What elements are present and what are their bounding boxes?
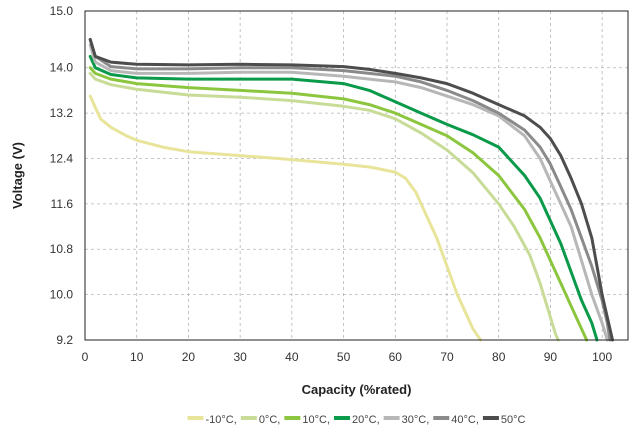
legend-swatch (284, 416, 301, 420)
y-tick-label: 14.0 (50, 61, 74, 75)
legend-label: 0°C, (259, 414, 281, 426)
x-tick-label: 10 (130, 350, 144, 364)
x-tick-label: 30 (233, 350, 247, 364)
series-line (88, 37, 614, 342)
x-tick-label: 80 (492, 350, 506, 364)
legend-label: 30°C, (402, 414, 430, 426)
y-axis-title: Voltage (V) (10, 142, 25, 209)
legend-label: 40°C, (451, 414, 479, 426)
y-tick-label: 15.0 (50, 4, 74, 18)
legend-swatch (433, 416, 450, 420)
y-tick-label: 11.6 (51, 197, 74, 211)
x-tick-label: 70 (440, 350, 454, 364)
x-tick-label: 0 (82, 350, 89, 364)
x-tick-label: 100 (592, 350, 612, 364)
y-tick-label: 10.0 (50, 288, 74, 302)
legend-label: -10°C, (206, 414, 237, 426)
plot-frame (84, 10, 629, 341)
y-tick-labels: 9.2 10.0 10.8 11.6 12.4 13.2 14.0 15.0 (50, 4, 74, 347)
y-tick-label: 10.8 (50, 242, 74, 256)
legend-label: 50°C (501, 414, 526, 426)
y-tick-label: 9.2 (56, 333, 73, 347)
x-tick-label: 20 (182, 350, 196, 364)
legend-label: 10°C, (302, 414, 330, 426)
series-line (88, 37, 612, 342)
series-lines (88, 37, 614, 342)
x-tick-label: 60 (389, 350, 403, 364)
legend-swatch (187, 416, 204, 420)
x-tick-label: 40 (285, 350, 299, 364)
legend-swatch (240, 416, 257, 420)
y-tick-label: 12.4 (50, 151, 74, 165)
legend-swatch (333, 416, 350, 420)
legend: -10°C, 0°C, 10°C, 20°C, 30°C, 40°C, 50°C (187, 414, 526, 426)
series-line (88, 71, 560, 342)
series-line (88, 94, 483, 342)
series-line (88, 54, 599, 342)
x-tick-labels: 0 10 20 30 40 50 60 70 80 90 100 (82, 350, 613, 364)
x-tick-label: 90 (544, 350, 558, 364)
y-tick-label: 13.2 (50, 106, 74, 120)
series-line (88, 66, 589, 342)
legend-label: 20°C, (352, 414, 380, 426)
legend-swatch (383, 416, 400, 420)
series-line (88, 43, 609, 342)
x-tick-label: 50 (337, 350, 351, 364)
legend-swatch (482, 416, 499, 420)
x-axis-title: Capacity (%rated) (302, 382, 412, 397)
